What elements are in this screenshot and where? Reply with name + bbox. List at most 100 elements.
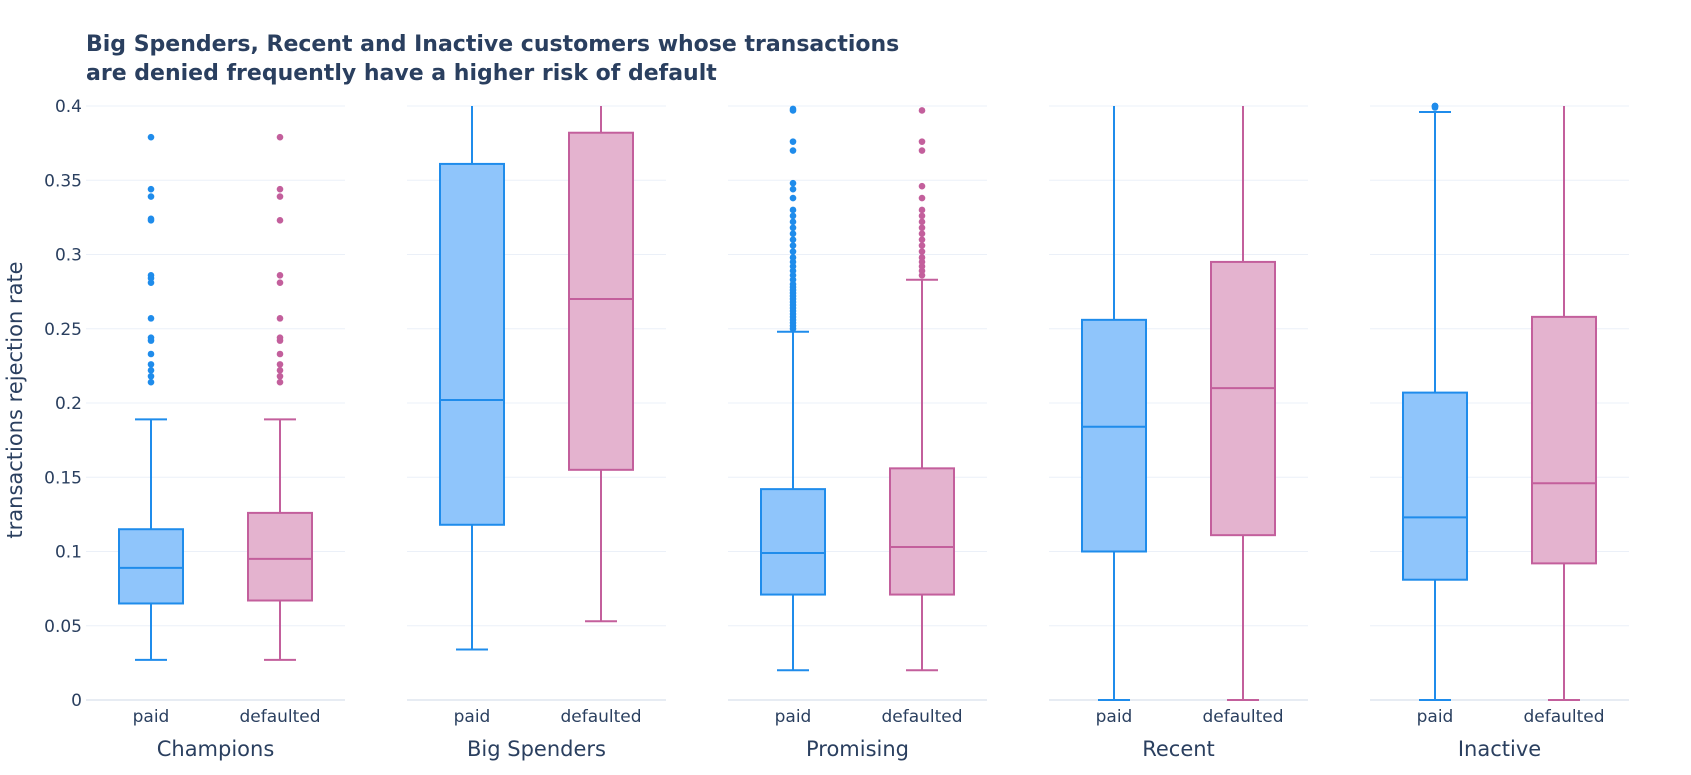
outlier-point-2 xyxy=(276,367,284,374)
outlier-point-6 xyxy=(276,334,284,341)
outlier-point-3 xyxy=(1431,102,1439,110)
outlier-point-36 xyxy=(789,105,797,113)
y-tick-label-4: 0.2 xyxy=(55,394,82,414)
x-tick-label-recent-paid: paid xyxy=(1096,707,1133,727)
outlier-point-0 xyxy=(147,378,155,386)
outlier-point-13 xyxy=(276,133,284,141)
outlier-point-14 xyxy=(147,185,155,193)
y-tick-label-2: 0.1 xyxy=(55,543,82,563)
x-tick-label-inactive-paid: paid xyxy=(1417,707,1454,727)
outlier-point-13 xyxy=(147,193,155,200)
outlier-point-16 xyxy=(918,138,926,145)
outlier-point-0 xyxy=(276,378,284,386)
y-tick-label-6: 0.3 xyxy=(55,246,82,266)
outlier-point-26 xyxy=(789,224,797,232)
outlier-point-24 xyxy=(789,236,797,243)
iqr-box xyxy=(889,467,955,596)
outlier-point-13 xyxy=(918,194,926,202)
iqr-box xyxy=(568,131,634,471)
x-tick-label-champions-defaulted: defaulted xyxy=(239,707,320,727)
iqr-box xyxy=(1081,318,1147,553)
y-tick-label-8: 0.4 xyxy=(55,97,82,117)
outlier-point-12 xyxy=(918,206,926,214)
outlier-point-7 xyxy=(147,315,155,322)
x-tick-label-promising-defaulted: defaulted xyxy=(881,707,962,727)
box-promising-defaulted xyxy=(889,107,955,672)
outlier-point-34 xyxy=(789,138,797,145)
outlier-point-8 xyxy=(276,279,284,287)
box-inactive-defaulted xyxy=(1531,106,1597,701)
outlier-point-17 xyxy=(918,107,926,114)
y-axis-title: transactions rejection rate xyxy=(3,261,27,538)
outlier-point-7 xyxy=(918,236,926,243)
panel-big-spenders: paid defaulted Big Spenders xyxy=(407,105,666,761)
panel-label-big-spenders: Big Spenders xyxy=(467,737,606,761)
outlier-point-7 xyxy=(276,315,284,322)
y-tick-label-0: 0 xyxy=(71,691,82,711)
box-recent-defaulted xyxy=(1210,106,1276,701)
box-big-spenders-paid xyxy=(439,106,505,651)
box-champions-paid xyxy=(118,133,184,661)
outlier-point-4 xyxy=(918,254,926,261)
outlier-point-6 xyxy=(147,334,155,341)
x-tick-label-champions-paid: paid xyxy=(133,707,170,727)
iqr-box xyxy=(1210,260,1276,537)
iqr-box xyxy=(118,528,184,605)
outlier-point-10 xyxy=(918,218,926,226)
outlier-point-4 xyxy=(276,350,284,358)
y-tick-label-5: 0.25 xyxy=(44,320,82,340)
panel-label-inactive: Inactive xyxy=(1458,737,1541,761)
x-tick-label-inactive-defaulted: defaulted xyxy=(1523,707,1604,727)
x-tick-label-recent-defaulted: defaulted xyxy=(1202,707,1283,727)
panel-recent: paid defaulted Recent xyxy=(1049,105,1308,761)
outlier-point-31 xyxy=(789,185,797,193)
outlier-point-10 xyxy=(276,217,284,224)
outlier-point-32 xyxy=(789,179,797,187)
outlier-point-23 xyxy=(789,242,797,249)
box-champions-defaulted xyxy=(247,133,313,661)
outlier-point-12 xyxy=(276,185,284,193)
panel-label-recent: Recent xyxy=(1142,737,1215,761)
outlier-point-30 xyxy=(789,194,797,202)
outlier-point-14 xyxy=(918,182,926,190)
iqr-box xyxy=(1531,315,1597,565)
panel-champions: paid defaulted Champions xyxy=(86,105,345,761)
iqr-box xyxy=(1402,391,1468,581)
box-recent-paid xyxy=(1081,106,1147,701)
outlier-point-3 xyxy=(276,361,284,368)
panel-label-champions: Champions xyxy=(157,737,275,761)
y-tick-label-3: 0.15 xyxy=(44,468,82,488)
outlier-point-11 xyxy=(918,212,926,220)
x-tick-label-promising-paid: paid xyxy=(775,707,812,727)
outlier-point-29 xyxy=(789,206,797,214)
y-tick-label-7: 0.35 xyxy=(44,171,82,191)
outlier-point-27 xyxy=(789,218,797,226)
outlier-point-1 xyxy=(147,372,155,380)
outlier-point-2 xyxy=(147,367,155,374)
panel-promising: paid defaulted Promising xyxy=(728,105,987,761)
box-big-spenders-defaulted xyxy=(568,106,634,623)
outlier-point-33 xyxy=(789,147,797,154)
outlier-point-9 xyxy=(918,224,926,232)
outlier-point-9 xyxy=(276,271,284,279)
outlier-point-8 xyxy=(918,230,926,238)
iqr-box xyxy=(247,511,313,602)
outlier-point-15 xyxy=(147,133,155,141)
iqr-box xyxy=(439,162,505,526)
outlier-point-6 xyxy=(918,242,926,249)
box-inactive-paid xyxy=(1402,102,1468,701)
outlier-point-25 xyxy=(789,230,797,238)
x-tick-label-big-spenders-defaulted: defaulted xyxy=(560,707,641,727)
panel-label-promising: Promising xyxy=(806,737,909,761)
outlier-point-5 xyxy=(918,248,926,255)
outlier-point-10 xyxy=(147,271,155,279)
x-tick-label-big-spenders-paid: paid xyxy=(454,707,491,727)
outlier-point-15 xyxy=(918,147,926,154)
chart-title-line-1: Big Spenders, Recent and Inactive custom… xyxy=(86,32,899,57)
panel-inactive: paid defaulted Inactive xyxy=(1370,102,1629,761)
outlier-point-11 xyxy=(276,193,284,200)
outlier-point-4 xyxy=(147,350,155,358)
outlier-point-1 xyxy=(276,372,284,380)
